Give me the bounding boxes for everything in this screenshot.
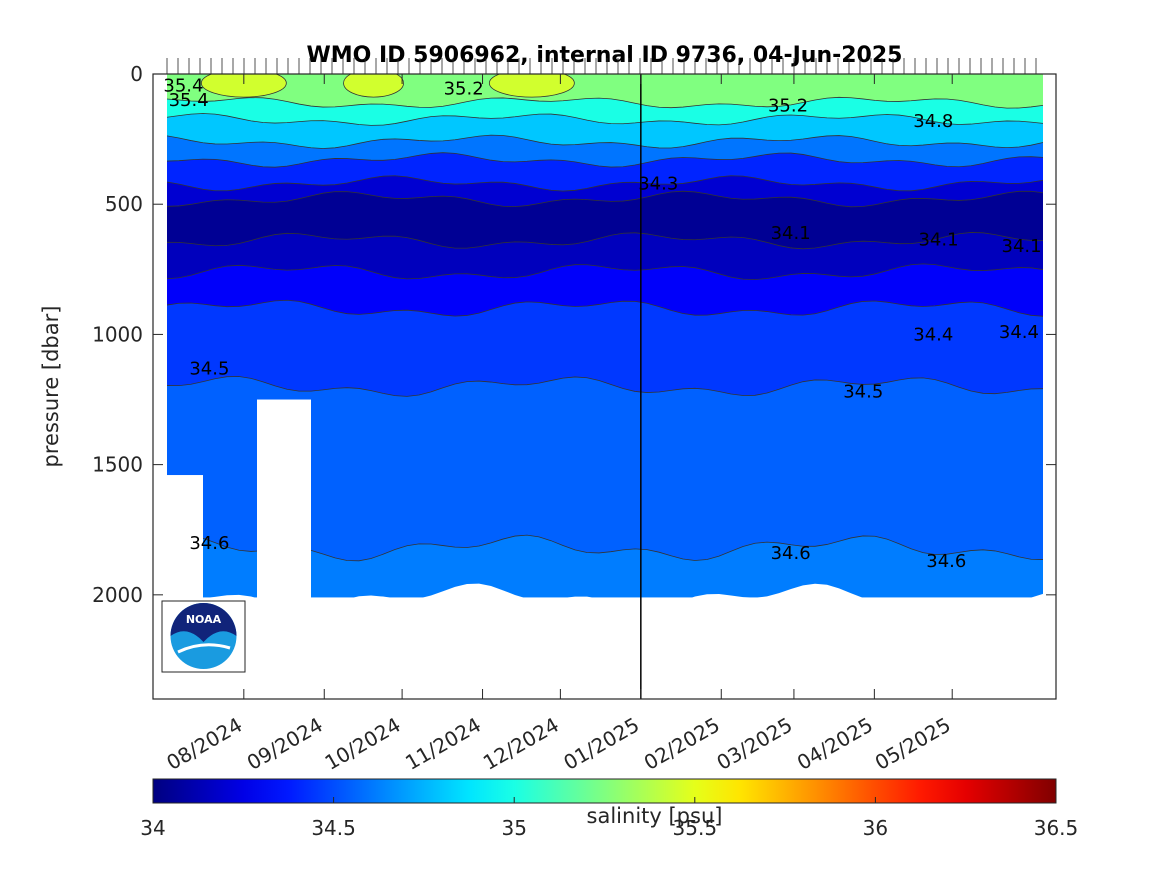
contour-label: 35.4	[169, 90, 209, 111]
contour-label: 35.2	[768, 95, 808, 116]
contour-label: 34.5	[843, 382, 883, 403]
salinity-layer	[167, 232, 1043, 280]
contour-labels: 35.435.4 35.2 35.2 34.8 34.3 34.1 34.1 34.1 34.4…	[163, 76, 1041, 572]
x-tick-label: 10/2024	[321, 713, 405, 775]
y-tick-label: 500	[105, 192, 143, 216]
contour-line	[166, 175, 1044, 192]
y-axis-ticks: 0 500 1000 1500 2000	[92, 62, 1056, 607]
contour-line	[166, 134, 1044, 149]
salinity-layer	[167, 300, 1043, 397]
logo-top	[170, 603, 237, 642]
y-tick-label: 2000	[92, 583, 143, 607]
axes-frame	[152, 73, 1057, 700]
y-axis-label: pressure [dbar]	[39, 306, 63, 468]
contour-line	[166, 96, 1044, 109]
logo-text: NOAA	[186, 613, 222, 626]
contour-label: 35.2	[444, 78, 484, 99]
colorbar-tick-label: 35.5	[673, 816, 718, 840]
contour-label: 34.5	[189, 358, 229, 379]
y-tick-label: 1000	[92, 322, 143, 346]
colorbar-ticks: 34 34.5 35 35.5 36 36.5	[140, 797, 1078, 840]
contour-line	[166, 113, 1044, 126]
contour-label: 34.1	[1002, 236, 1042, 257]
contour-label: 34.1	[918, 229, 958, 250]
colorbar-tick-label: 35	[501, 816, 526, 840]
contour-label: 34.6	[189, 533, 229, 554]
colorbar-tick-label: 34	[140, 816, 165, 840]
mask-region	[154, 74, 167, 698]
high-salinity-patch	[488, 74, 575, 98]
x-tick-label: 05/2025	[871, 713, 955, 775]
x-tick-label: 01/2025	[559, 713, 643, 775]
contour-line	[166, 299, 1044, 317]
high-salinity-patch	[343, 74, 404, 98]
x-tick-label: 03/2025	[712, 713, 796, 775]
contour-line	[166, 376, 1044, 397]
x-tick-label: 09/2024	[243, 713, 327, 775]
colorbar-tick-label: 36.5	[1034, 816, 1079, 840]
contour-line	[166, 263, 1044, 281]
contour-label: 35.4	[163, 76, 203, 97]
salinity-layer	[167, 376, 1043, 561]
contour-label: 34.6	[926, 551, 966, 572]
contour-label: 34.3	[638, 173, 678, 194]
contour-label: 34.8	[913, 111, 953, 132]
salinity-layer	[167, 175, 1043, 207]
logo-gull	[177, 643, 231, 654]
x-tick-label: 11/2024	[401, 713, 485, 775]
y-tick-label: 1500	[92, 453, 143, 477]
profile-time-ticks	[166, 58, 1037, 74]
contour-label: 34.4	[999, 322, 1039, 343]
mask-region	[154, 597, 1055, 698]
salinity-layer	[167, 135, 1043, 168]
salinity-layer	[167, 152, 1043, 192]
x-tick-label: 02/2025	[640, 713, 724, 775]
contour-line	[166, 232, 1044, 250]
colorbar-label: salinity [psu]	[587, 804, 723, 828]
contour-label: 34.6	[771, 543, 811, 564]
noaa-logo: NOAA	[161, 600, 246, 673]
contour-line	[166, 152, 1044, 168]
colorbar-tick-label: 34.5	[311, 816, 356, 840]
contour-label: 34.4	[913, 324, 953, 345]
no-data-mask	[154, 74, 1055, 698]
colorbar-tick-label: 36	[863, 816, 888, 840]
contour-line	[166, 534, 1044, 562]
contour-label: 34.1	[771, 223, 811, 244]
salinity-layer	[167, 263, 1043, 317]
y-tick-label: 0	[130, 62, 143, 86]
contour-line	[166, 190, 1044, 208]
contour-lines	[166, 96, 1044, 562]
colorbar	[152, 778, 1057, 804]
mask-region	[1043, 74, 1055, 698]
x-tick-label: 08/2024	[162, 713, 246, 775]
salinity-layer	[167, 534, 1043, 612]
x-tick-label: 12/2024	[479, 713, 563, 775]
chart-title: WMO ID 5906962, internal ID 9736, 04-Jun…	[307, 43, 903, 68]
salinity-layer	[167, 191, 1043, 249]
x-tick-label: 04/2025	[793, 713, 877, 775]
salinity-layer	[167, 113, 1043, 149]
high-salinity-patch	[200, 74, 287, 98]
salinity-layers	[167, 74, 1043, 612]
